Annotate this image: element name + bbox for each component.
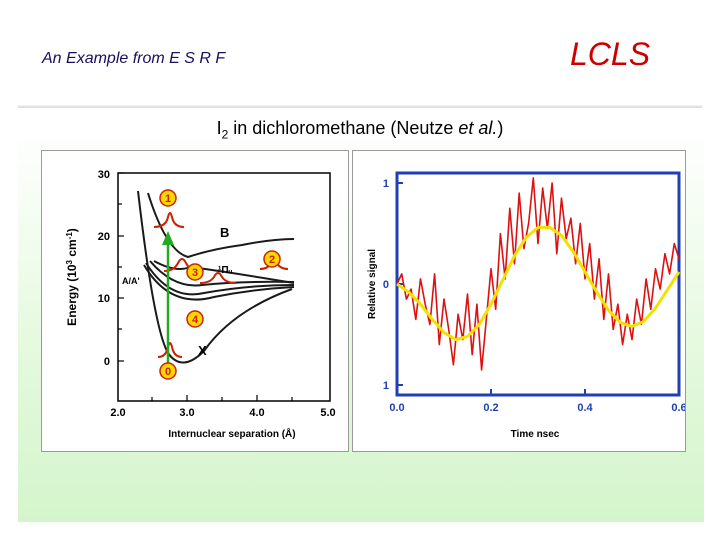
- marker-circle: [186, 263, 204, 281]
- fit-line: [396, 225, 681, 342]
- x-tick-label: 2.0: [110, 407, 125, 419]
- b-state-curve: [147, 192, 295, 259]
- x-tick-label: 0.2: [483, 402, 498, 414]
- y-tick-label: 10: [98, 293, 110, 305]
- marker-circle: [186, 310, 204, 328]
- x-tick-label: 4.0: [249, 407, 264, 419]
- chart-frame: [395, 171, 681, 397]
- excited-curve: [143, 264, 295, 301]
- y-tick-label: 1: [383, 380, 389, 392]
- level-markers: 1 3 2 4 0: [159, 189, 281, 380]
- y-axis-label: Energy (103 cm-1): [65, 228, 79, 326]
- x-axis-label: Internuclear separation (Å): [168, 427, 295, 440]
- x-tick-label: 0.6: [671, 402, 685, 414]
- signal-chart-svg: 0.0 0.2 0.4 0.6 1 0 1 Time nsec Relative signa…: [367, 171, 687, 440]
- marker-label: 1: [165, 193, 171, 205]
- excited-curve: [145, 262, 295, 296]
- x-state-label: X: [198, 343, 207, 358]
- aa-state-label: A/A': [122, 276, 140, 286]
- marker-circle: [263, 250, 281, 268]
- slide-subtitle: An Example from E S R F: [42, 50, 226, 67]
- marker-label: 2: [269, 254, 275, 266]
- wavepacket: [199, 272, 237, 284]
- x-tick-label: 3.0: [179, 407, 194, 419]
- wavepacket: [157, 342, 183, 358]
- chart-y-axis-label: Relative signal: [367, 249, 378, 319]
- marker-label: 3: [192, 267, 198, 279]
- pi-state-label: ¹Πᵤ: [218, 265, 233, 276]
- x-tick-label: 0.4: [577, 402, 593, 414]
- lcls-logo-text: LCLS: [570, 36, 651, 72]
- marker-circle: [159, 189, 177, 207]
- y-tick-label: 20: [98, 231, 110, 243]
- potential-energy-figure: 30 20 10 0 2.0 3.0 4.0 5.0 Internuclear …: [41, 150, 349, 452]
- y-tick-label: 30: [98, 169, 110, 181]
- chart-ticks: 0.0 0.2 0.4 0.6 1 0 1: [383, 178, 687, 414]
- marker-circle: [159, 362, 177, 380]
- x-tick-label: 5.0: [320, 407, 335, 419]
- slide-title: I2 in dichloromethane (Neutze et al.): [216, 118, 504, 142]
- plot-frame: [117, 172, 331, 402]
- potential-energy-svg: 30 20 10 0 2.0 3.0 4.0 5.0 Internuclear …: [65, 169, 336, 440]
- chart-x-axis-label: Time nsec: [511, 429, 560, 440]
- wavepacket: [153, 212, 185, 228]
- marker-label: 0: [165, 366, 171, 378]
- marker-label: 4: [192, 314, 199, 326]
- x-tick-label: 0.0: [389, 402, 404, 414]
- chart-series: [396, 177, 681, 371]
- y-tick-label: 1: [383, 178, 389, 190]
- b-state-label: B: [220, 225, 229, 240]
- y-tick-label: 0: [104, 356, 110, 368]
- excited-curve: [149, 260, 295, 287]
- header-divider: [18, 105, 702, 108]
- tick-marks: [118, 172, 293, 401]
- ground-state-curve: [137, 190, 293, 364]
- y-tick-label: 0: [383, 279, 389, 291]
- data-line: [396, 177, 680, 371]
- arrowhead: [162, 231, 174, 245]
- signal-chart-figure: 0.0 0.2 0.4 0.6 1 0 1 Time nsec Relative signa…: [352, 150, 687, 452]
